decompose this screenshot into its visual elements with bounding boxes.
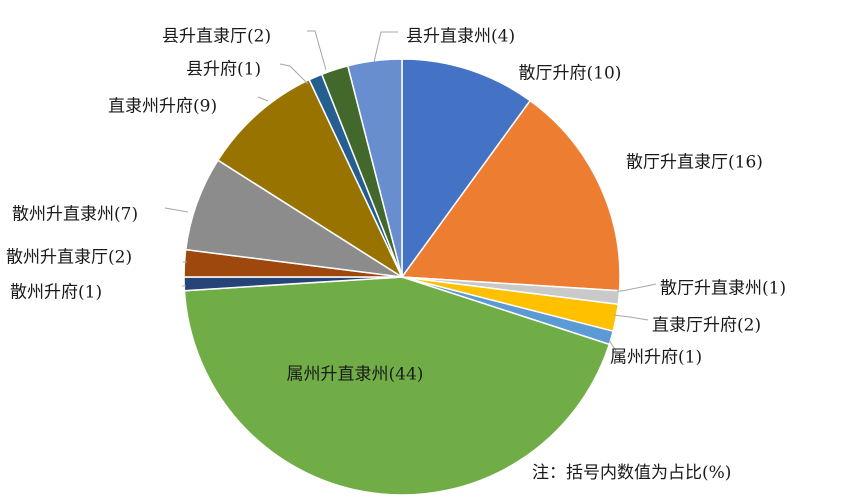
slice-label-6: 属州升直隶州(44) [287, 365, 424, 385]
slice-label-4: 直隶厅升府(2) [652, 316, 761, 336]
slice-label-2: 散厅升直隶厅(16) [626, 153, 763, 173]
slice-label-1: 散厅升府(10) [519, 64, 622, 84]
slice-label-5: 属州升府(1) [610, 348, 702, 368]
leader-line-10 [257, 96, 269, 102]
chart-note: 注：括号内数值为占比(%) [532, 463, 732, 483]
leader-line-9 [164, 207, 189, 213]
pie-slice-10 [217, 79, 403, 278]
leader-line-3 [617, 283, 657, 292]
slice-labels: 散厅升府(10) 散厅升直隶厅(16) 散厅升直隶州(1) 直隶厅升府(2) 属州升府(… [6, 27, 786, 385]
pie-slices [183, 58, 621, 496]
leader-line-11 [279, 63, 309, 85]
slice-label-12: 县升直隶厅(2) [162, 27, 271, 47]
slice-label-9: 散州升直隶州(7) [12, 205, 138, 225]
leader-line-12 [307, 30, 327, 71]
leader-line-13 [373, 31, 398, 63]
pie-slice-1 [401, 58, 531, 278]
slice-label-11: 县升府(1) [186, 60, 261, 80]
leader-line-4 [612, 314, 649, 321]
pie-slice-2 [401, 99, 621, 292]
slice-label-13: 县升直隶州(4) [406, 27, 515, 47]
slice-label-7: 散州升府(1) [10, 283, 102, 303]
leader-line-5 [608, 339, 617, 352]
slice-label-10: 直隶州升府(9) [108, 97, 217, 117]
leader-lines [164, 30, 657, 352]
pie-slice-6 [183, 276, 611, 496]
slice-label-3: 散厅升直隶州(1) [660, 279, 786, 299]
slice-label-8: 散州升直隶厅(2) [6, 248, 132, 268]
